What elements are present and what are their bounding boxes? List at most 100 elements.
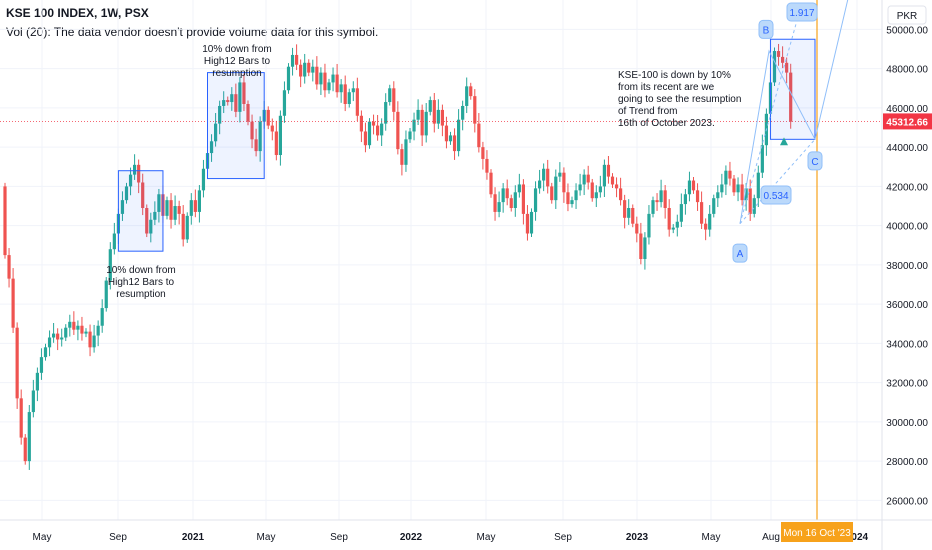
- candle-body: [679, 204, 683, 222]
- point-b-label: B: [763, 25, 770, 36]
- forecast-note-line-4: of Trend from: [618, 106, 678, 117]
- candle-body: [197, 190, 201, 212]
- candle-body: [3, 186, 7, 256]
- candle-body: [647, 213, 651, 238]
- candle-body: [704, 223, 708, 230]
- candle-body: [124, 186, 129, 201]
- candle-body: [675, 221, 679, 228]
- candle-body: [570, 200, 574, 205]
- annotation-box-1: [117, 170, 164, 252]
- arrow-marker: [780, 137, 788, 146]
- candle-body: [724, 170, 728, 185]
- candle-body: [789, 72, 793, 122]
- y-tick-label: 42000.00: [886, 182, 928, 193]
- point-a-bg: [732, 243, 748, 263]
- candle-body: [295, 54, 299, 65]
- candle-body: [315, 66, 319, 85]
- candle-body: [469, 86, 473, 97]
- candle-body: [323, 72, 327, 91]
- candle-body: [748, 188, 752, 214]
- candle-body: [538, 180, 542, 189]
- candle-body: [776, 51, 781, 57]
- forecast-note-line-1: KSE-100 is down by 10%: [618, 70, 731, 81]
- ratio-0534-label: 0.534: [763, 191, 788, 202]
- currency-box: [887, 5, 927, 25]
- y-tick-label: 46000.00: [886, 104, 928, 115]
- point-c-label: C: [811, 157, 818, 168]
- candle-body: [448, 135, 453, 142]
- candle-body: [700, 202, 704, 224]
- candle-body: [47, 337, 52, 348]
- candle-body: [598, 186, 602, 193]
- candle-body: [303, 62, 307, 77]
- candle-body: [189, 200, 193, 216]
- candle-body: [582, 174, 586, 185]
- candle-body: [440, 109, 444, 126]
- candle-body: [732, 178, 736, 193]
- candle-body: [218, 105, 222, 124]
- y-tick-label: 38000.00: [886, 261, 928, 272]
- x-tick-label: May: [257, 532, 276, 543]
- candle-body: [92, 335, 96, 348]
- candle-body: [497, 202, 501, 212]
- projection-line: [814, 0, 849, 140]
- candle-body: [145, 208, 149, 234]
- crosshair-date-tag: [781, 522, 853, 542]
- candle-body: [683, 194, 687, 205]
- candle-body: [550, 186, 554, 201]
- last-price-tag: [883, 113, 932, 130]
- candle-body: [157, 194, 161, 212]
- candle-body: [319, 72, 323, 85]
- candle-body: [728, 170, 732, 179]
- candle-body: [31, 390, 35, 413]
- candle-body: [772, 51, 777, 83]
- forecast-note-line-3: going to see the resumption: [618, 94, 742, 105]
- candle-body: [331, 74, 335, 83]
- candle-body: [209, 141, 214, 154]
- x-tick-label: May: [33, 532, 52, 543]
- time-axis-bg: [0, 520, 882, 550]
- candle-body: [282, 90, 287, 116]
- candle-body: [133, 164, 137, 175]
- ratio-0534-bg: [760, 185, 792, 205]
- x-tick-label: 2021: [182, 532, 205, 543]
- candle-body: [72, 321, 76, 330]
- candle-body: [193, 200, 197, 212]
- candle-body: [339, 84, 343, 93]
- candle-body: [760, 145, 764, 173]
- annotation-box-3: [769, 38, 816, 140]
- box2-note-line-1: 10% down from: [202, 44, 272, 55]
- candle-body: [627, 208, 631, 218]
- price-axis-bg: [882, 0, 932, 550]
- candle-body: [137, 164, 141, 183]
- candle-body: [7, 255, 11, 279]
- candle-body: [214, 123, 218, 142]
- currency-label: PKR: [897, 11, 918, 22]
- candle-body: [529, 211, 534, 234]
- candle-body: [533, 188, 538, 212]
- candle-body: [27, 412, 31, 462]
- y-tick-label: 30000.00: [886, 418, 928, 429]
- candle-body: [473, 96, 477, 124]
- candle-body: [290, 54, 295, 67]
- box2-note: 10% down from High12 Bars to resumption: [195, 44, 279, 80]
- candle-body: [602, 164, 606, 187]
- candle-body: [246, 104, 250, 122]
- y-tick-label: 48000.00: [886, 65, 928, 76]
- candle-body: [432, 100, 436, 124]
- x-tick-label: Aug: [762, 532, 780, 543]
- annotations-layer: A B C 1.917 0.534: [0, 0, 882, 520]
- candle-body: [380, 123, 384, 136]
- candle-body: [39, 357, 44, 373]
- candle-body: [222, 100, 226, 106]
- candle-body: [226, 100, 230, 103]
- candle-body: [614, 184, 619, 189]
- candle-body: [744, 188, 748, 201]
- candle-body: [367, 121, 372, 146]
- candle-body: [11, 278, 15, 328]
- y-tick-label: 34000.00: [886, 339, 928, 350]
- candle-body: [388, 88, 392, 103]
- candle-body: [376, 125, 380, 136]
- x-tick-label: 2023: [626, 532, 649, 543]
